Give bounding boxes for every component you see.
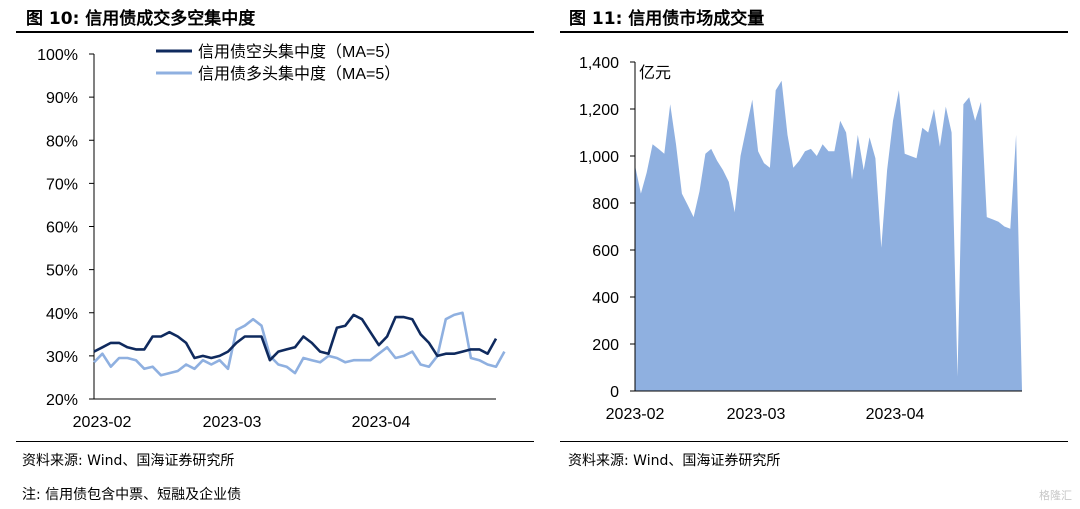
line-chart: 20% 30% 40% 50% 60% 70% 80% 90% 100% 2023-02 2023…	[37, 43, 506, 431]
y-tick-label: 1,200	[579, 102, 619, 119]
y-tick-label: 1,400	[579, 55, 619, 72]
x-tick-label: 2023-02	[73, 414, 132, 431]
right-source-rule	[560, 441, 1068, 442]
area-chart: 0 200 400 600 800 1,000 1,200 1,400 2023-02 2023…	[579, 55, 1022, 423]
x-tick-label: 2023-03	[203, 414, 262, 431]
y-tick-label: 40%	[46, 306, 78, 323]
x-tick-label: 2023-04	[352, 414, 411, 431]
y-tick-label: 50%	[46, 263, 78, 280]
legend-label: 信用债多头集中度（MA=5）	[198, 65, 400, 83]
left-source-rule	[16, 441, 534, 442]
y-tick-label: 20%	[46, 392, 78, 409]
right-title-rule	[560, 31, 1068, 33]
y-tick-label: 100%	[37, 47, 78, 64]
y-tick-label: 0	[610, 384, 619, 401]
volume-area	[635, 80, 1022, 392]
left-source-text: 资料来源: Wind、国海证券研究所	[22, 453, 235, 469]
right-source-text: 资料来源: Wind、国海证券研究所	[568, 453, 781, 469]
left-title-rule	[16, 31, 534, 33]
y-tick-label: 90%	[46, 90, 78, 107]
x-tick-label: 2023-02	[606, 406, 665, 423]
legend-label: 信用债空头集中度（MA=5）	[198, 43, 400, 61]
y-tick-label: 200	[592, 337, 619, 354]
series-line-short	[93, 313, 498, 362]
x-tick-label: 2023-03	[727, 406, 786, 423]
y-tick-label: 30%	[46, 349, 78, 366]
area-chart-ylabel: 亿元	[639, 64, 671, 82]
footer-note: 注: 信用债包含中票、短融及企业债	[22, 487, 242, 503]
right-figure-title: 图 11: 信用债市场成交量	[569, 9, 765, 29]
y-tick-label: 60%	[46, 220, 78, 237]
y-tick-label: 600	[592, 243, 619, 260]
y-tick-label: 800	[592, 196, 619, 213]
series-line-long	[93, 311, 506, 377]
watermark-logo: 格隆汇	[1039, 489, 1072, 502]
x-tick-label: 2023-04	[866, 406, 925, 423]
y-tick-label: 70%	[46, 176, 78, 193]
y-tick-label: 1,000	[579, 149, 619, 166]
y-tick-label: 80%	[46, 133, 78, 150]
y-tick-label: 400	[592, 290, 619, 307]
left-figure-title: 图 10: 信用债成交多空集中度	[26, 9, 256, 29]
